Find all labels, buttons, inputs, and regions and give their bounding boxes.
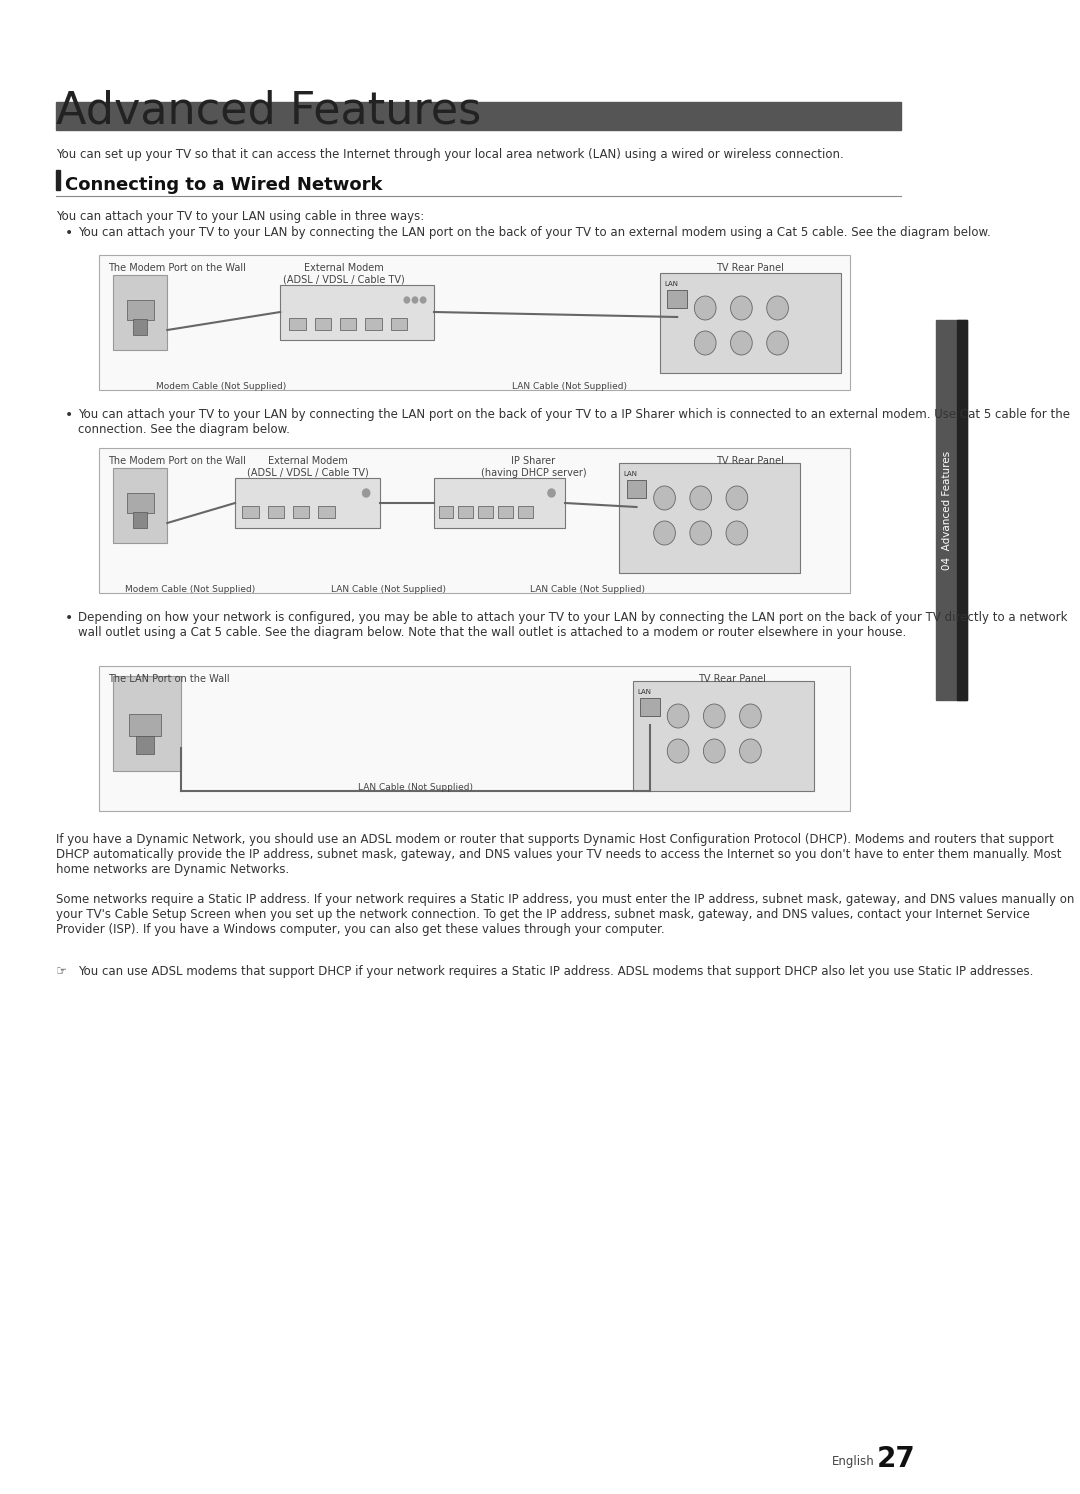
Text: The LAN Port on the Wall: The LAN Port on the Wall: [108, 674, 230, 684]
Text: LAN Cable (Not Supplied): LAN Cable (Not Supplied): [512, 382, 627, 391]
Bar: [268, 506, 284, 518]
Circle shape: [653, 521, 675, 545]
Bar: [478, 506, 492, 518]
Bar: [235, 478, 380, 527]
Bar: [56, 170, 59, 190]
Text: Modem Cable (Not Supplied): Modem Cable (Not Supplied): [125, 586, 255, 595]
Text: TV Rear Panel: TV Rear Panel: [699, 674, 767, 684]
Text: •: •: [65, 226, 73, 241]
Bar: [136, 737, 153, 754]
Bar: [126, 300, 153, 320]
Bar: [130, 714, 161, 737]
Circle shape: [653, 486, 675, 509]
Text: External Modem
(ADSL / VDSL / Cable TV): External Modem (ADSL / VDSL / Cable TV): [246, 456, 368, 478]
Circle shape: [420, 297, 426, 303]
Text: IP Sharer
(having DHCP server): IP Sharer (having DHCP server): [481, 456, 586, 478]
Bar: [438, 506, 453, 518]
Bar: [518, 506, 532, 518]
Text: You can attach your TV to your LAN by connecting the LAN port on the back of you: You can attach your TV to your LAN by co…: [78, 408, 1070, 436]
Circle shape: [740, 704, 761, 728]
Bar: [293, 506, 309, 518]
Text: •: •: [65, 408, 73, 421]
Bar: [289, 318, 306, 330]
Bar: [660, 273, 841, 374]
Bar: [99, 448, 850, 593]
Text: If you have a Dynamic Network, you should use an ADSL modem or router that suppo: If you have a Dynamic Network, you shoul…: [56, 834, 1062, 875]
Text: TV Rear Panel: TV Rear Panel: [716, 456, 784, 466]
Text: Depending on how your network is configured, you may be able to attach your TV t: Depending on how your network is configu…: [78, 611, 1067, 639]
Text: External Modem
(ADSL / VDSL / Cable TV): External Modem (ADSL / VDSL / Cable TV): [283, 263, 404, 284]
Bar: [56, 102, 902, 130]
Bar: [365, 318, 381, 330]
Bar: [99, 666, 850, 811]
Bar: [434, 478, 565, 527]
Text: You can set up your TV so that it can access the Internet through your local are: You can set up your TV so that it can ac…: [56, 148, 843, 161]
Circle shape: [667, 740, 689, 763]
Circle shape: [667, 704, 689, 728]
Text: LAN: LAN: [664, 281, 678, 287]
Circle shape: [548, 489, 555, 498]
Bar: [133, 512, 147, 527]
Bar: [498, 506, 513, 518]
Text: You can attach your TV to your LAN using cable in three ways:: You can attach your TV to your LAN using…: [56, 211, 424, 223]
Text: LAN: LAN: [637, 689, 651, 695]
Text: ☞: ☞: [56, 965, 67, 979]
Text: You can attach your TV to your LAN by connecting the LAN port on the back of you: You can attach your TV to your LAN by co…: [78, 226, 990, 239]
Circle shape: [726, 486, 747, 509]
Circle shape: [730, 332, 753, 356]
Circle shape: [363, 489, 369, 498]
Text: Connecting to a Wired Network: Connecting to a Wired Network: [65, 176, 382, 194]
Circle shape: [694, 296, 716, 320]
Circle shape: [730, 296, 753, 320]
Bar: [113, 468, 167, 542]
Circle shape: [703, 740, 725, 763]
Text: LAN Cable (Not Supplied): LAN Cable (Not Supplied): [332, 586, 446, 595]
Text: The Modem Port on the Wall: The Modem Port on the Wall: [108, 263, 246, 273]
Text: The Modem Port on the Wall: The Modem Port on the Wall: [108, 456, 246, 466]
Text: You can use ADSL modems that support DHCP if your network requires a Static IP a: You can use ADSL modems that support DHC…: [78, 965, 1034, 979]
Bar: [626, 480, 647, 498]
Bar: [667, 290, 687, 308]
Bar: [619, 463, 800, 574]
Text: LAN: LAN: [624, 471, 638, 477]
Bar: [633, 681, 813, 790]
Bar: [935, 320, 968, 701]
Text: Some networks require a Static IP address. If your network requires a Static IP : Some networks require a Static IP addres…: [56, 893, 1075, 937]
Circle shape: [690, 486, 712, 509]
Text: Advanced Features: Advanced Features: [56, 90, 482, 133]
Bar: [133, 320, 147, 335]
Text: English: English: [832, 1455, 875, 1469]
Text: 04  Advanced Features: 04 Advanced Features: [942, 450, 951, 569]
Circle shape: [404, 297, 409, 303]
Bar: [340, 318, 356, 330]
Text: Modem Cable (Not Supplied): Modem Cable (Not Supplied): [157, 382, 286, 391]
Circle shape: [767, 332, 788, 356]
Bar: [458, 506, 473, 518]
Circle shape: [413, 297, 418, 303]
Bar: [242, 506, 258, 518]
Bar: [314, 318, 330, 330]
Bar: [113, 275, 167, 350]
Text: Network Connection: Network Connection: [392, 136, 566, 151]
Circle shape: [690, 521, 712, 545]
Circle shape: [694, 332, 716, 356]
Circle shape: [726, 521, 747, 545]
Bar: [113, 675, 180, 771]
Text: LAN Cable (Not Supplied): LAN Cable (Not Supplied): [357, 783, 473, 792]
Circle shape: [767, 296, 788, 320]
Bar: [957, 320, 968, 701]
Bar: [99, 255, 850, 390]
Text: LAN Cable (Not Supplied): LAN Cable (Not Supplied): [530, 586, 645, 595]
Bar: [640, 698, 660, 716]
Bar: [281, 285, 434, 341]
Text: TV Rear Panel: TV Rear Panel: [716, 263, 784, 273]
Circle shape: [740, 740, 761, 763]
Bar: [126, 493, 153, 512]
Circle shape: [703, 704, 725, 728]
Bar: [391, 318, 407, 330]
Bar: [319, 506, 335, 518]
Text: •: •: [65, 611, 73, 624]
Text: 27: 27: [877, 1445, 916, 1473]
